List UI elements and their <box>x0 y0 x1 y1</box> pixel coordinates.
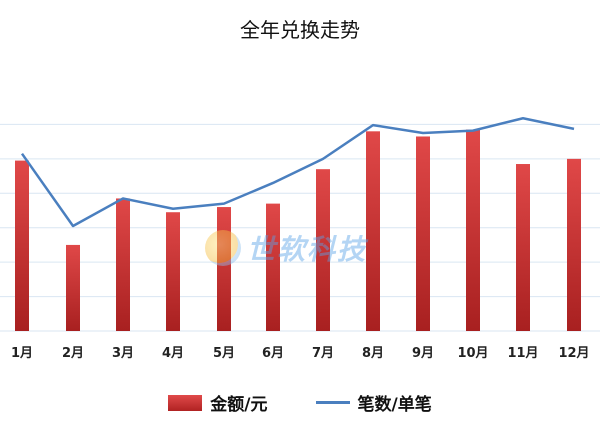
watermark: 世软科技 <box>205 228 367 268</box>
bar-8 <box>366 131 380 331</box>
x-tick-label: 4月 <box>162 346 184 361</box>
legend-item-amount: 金额/元 <box>168 390 268 415</box>
legend-line-swatch <box>315 401 350 404</box>
bar-5 <box>217 207 231 331</box>
bar-10 <box>466 129 480 331</box>
x-tick-label: 6月 <box>262 346 284 361</box>
watermark-logo-icon <box>205 230 241 266</box>
x-tick-label: 5月 <box>213 346 235 361</box>
bar-3 <box>116 198 130 331</box>
x-tick-label: 11月 <box>507 346 538 361</box>
bar-2 <box>66 244 80 331</box>
bar-12 <box>567 158 581 331</box>
watermark-text: 世软科技 <box>247 233 368 266</box>
x-tick-label: 10月 <box>457 346 488 361</box>
x-tick-label: 12月 <box>558 346 589 361</box>
x-tick-label: 7月 <box>312 346 334 361</box>
x-tick-label: 8月 <box>362 346 384 361</box>
bar-1 <box>15 160 29 331</box>
x-tick-label: 2月 <box>62 346 84 361</box>
legend-label-count: 笔数/单笔 <box>357 395 432 415</box>
legend-label-amount: 金额/元 <box>210 395 268 415</box>
x-tick-label: 9月 <box>412 346 434 361</box>
x-tick-label: 3月 <box>112 346 134 361</box>
line-series <box>20 116 575 228</box>
bar-11 <box>516 164 530 331</box>
x-tick-label: 1月 <box>11 346 33 361</box>
legend-item-count: 笔数/单笔 <box>315 390 432 415</box>
bar-9 <box>416 136 430 331</box>
line-path <box>20 116 575 228</box>
bar-series <box>15 129 581 331</box>
bar-6 <box>266 203 280 331</box>
chart-title: 全年兑换走势 <box>240 18 360 42</box>
x-axis-ticks: 1月 2月 3月 4月 5月 6月 7月 8月 9月 10月 11月 12月 <box>11 346 590 361</box>
chart-plot: 1月 2月 3月 4月 5月 6月 7月 8月 9月 10月 11月 12月 <box>0 116 600 361</box>
bar-7 <box>316 169 330 331</box>
legend-bar-swatch <box>168 394 203 411</box>
bar-4 <box>166 212 180 331</box>
legend: 金额/元 笔数/单笔 <box>0 390 600 415</box>
